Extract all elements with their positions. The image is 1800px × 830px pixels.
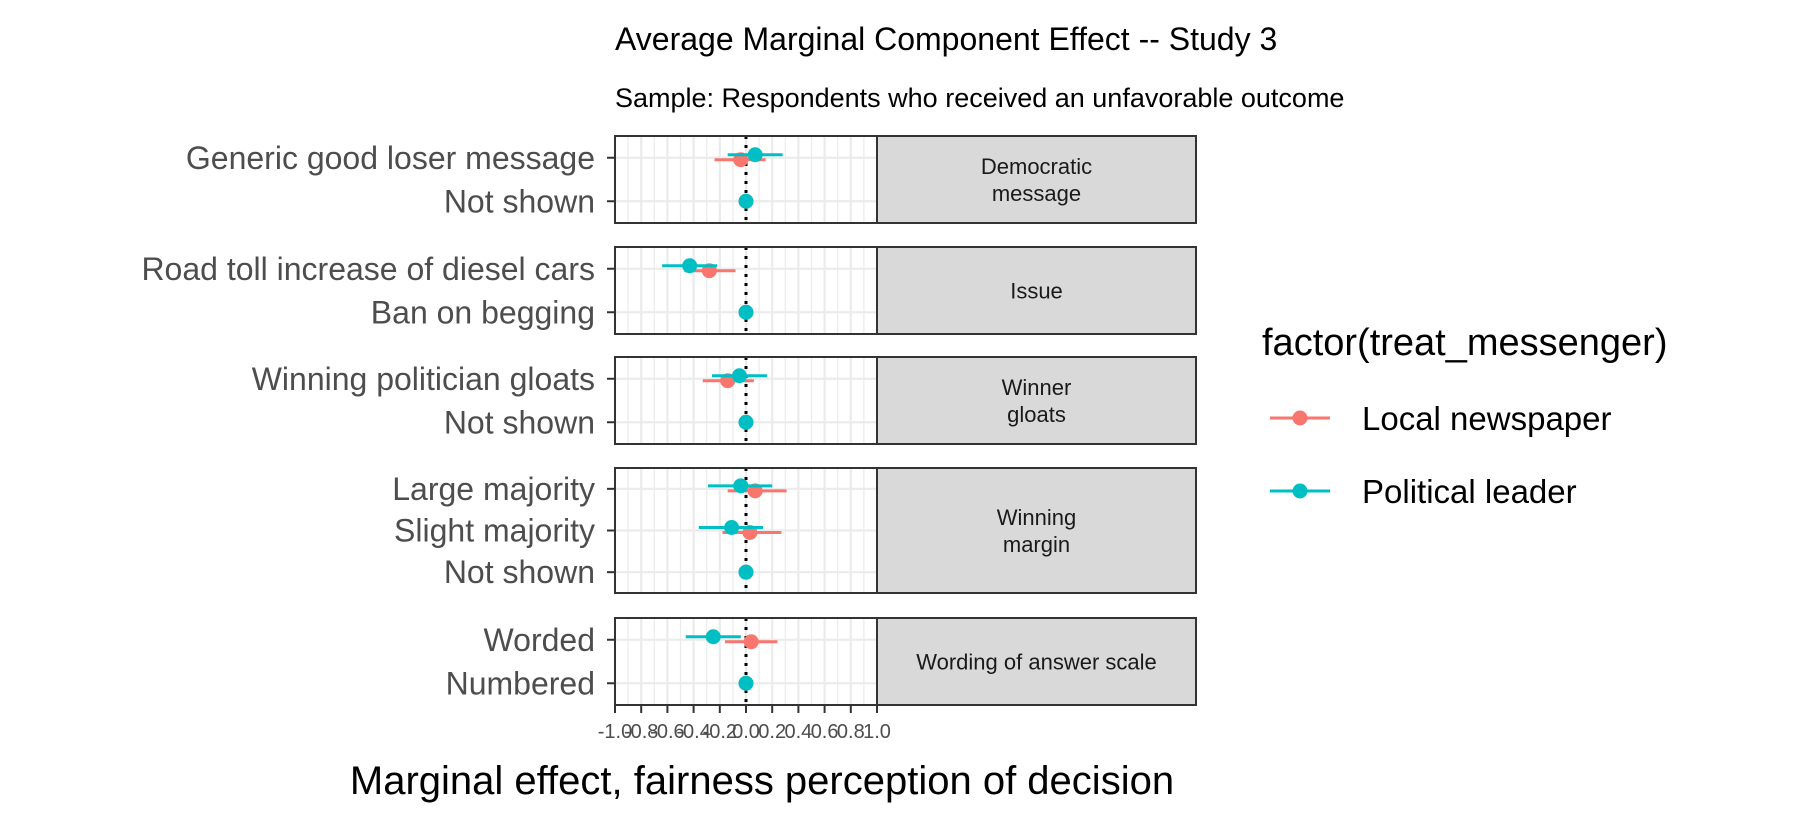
- facet-strip: [876, 246, 1197, 335]
- facet-strip-label: message: [992, 181, 1081, 206]
- y-tick-label: Not shown: [444, 404, 595, 440]
- data-point: [731, 368, 747, 384]
- chart-title: Average Marginal Component Effect -- Stu…: [615, 21, 1277, 57]
- x-tick-label: -0.8: [624, 721, 658, 743]
- y-tick-label: Numbered: [446, 665, 595, 701]
- legend-entry-label: Political leader: [1362, 473, 1577, 510]
- x-tick-label: -1.0: [598, 721, 632, 743]
- legend-key-point: [1292, 410, 1308, 426]
- data-point: [738, 564, 754, 580]
- data-point: [682, 258, 698, 274]
- x-tick-label: 0.4: [784, 721, 812, 743]
- facet-strip-label: Winning: [997, 505, 1076, 530]
- x-axis: -1.0-0.8-0.6-0.4-0.20.00.20.40.60.81.0: [598, 705, 891, 743]
- data-point: [738, 193, 754, 209]
- y-tick-label: Ban on begging: [371, 294, 595, 330]
- data-point: [705, 629, 721, 645]
- legend-title: factor(treat_messenger): [1262, 322, 1668, 364]
- x-tick-label: 0.8: [837, 721, 865, 743]
- x-tick-label: 1.0: [863, 721, 891, 743]
- facet-strip: [876, 356, 1197, 445]
- y-tick-label: Slight majority: [394, 513, 595, 549]
- legend-entry-label: Local newspaper: [1362, 400, 1612, 437]
- data-point: [738, 675, 754, 691]
- data-point: [724, 520, 740, 535]
- y-tick-label: Large majority: [392, 471, 595, 507]
- x-tick-label: 0.2: [758, 721, 786, 743]
- facet-strip: [876, 617, 1197, 706]
- y-tick-label: Not shown: [444, 183, 595, 219]
- data-point: [733, 478, 749, 494]
- facet-strip-label: gloats: [1007, 402, 1066, 427]
- legend-key-point: [1292, 483, 1308, 499]
- y-tick-label: Winning politician gloats: [252, 361, 595, 397]
- x-tick-label: -0.6: [650, 721, 684, 743]
- facet-strip-label: Issue: [1010, 279, 1063, 304]
- data-point: [738, 304, 754, 320]
- facet-strip: [876, 135, 1197, 224]
- data-point: [747, 147, 763, 163]
- y-tick-label: Generic good loser message: [186, 140, 595, 176]
- x-tick-label: 0.6: [811, 721, 839, 743]
- facet-strip-label: margin: [1003, 532, 1070, 557]
- facet-panel: Issue Road toll increase of diesel cars Ba…: [141, 246, 1197, 335]
- y-tick-label: Worded: [484, 622, 595, 658]
- facet-strip-label: Wording of answer scale: [916, 650, 1157, 675]
- x-tick-label: -0.4: [676, 721, 710, 743]
- facet-strip: [876, 467, 1197, 594]
- chart-subtitle: Sample: Respondents who received an unfa…: [615, 83, 1344, 113]
- data-point: [743, 634, 759, 650]
- x-tick-label: -0.2: [703, 721, 737, 743]
- facet-strip-label: Winner: [1002, 375, 1072, 400]
- legend: factor(treat_messenger) Local newspaper P…: [1262, 322, 1668, 510]
- data-point: [738, 414, 754, 430]
- facet-panel: Wording of answer scale Worded Numbered: [446, 617, 1197, 706]
- y-tick-label: Road toll increase of diesel cars: [141, 251, 595, 287]
- x-tick-label: 0.0: [732, 721, 760, 743]
- y-tick-label: Not shown: [444, 554, 595, 590]
- facet-strip-label: Democratic: [981, 154, 1092, 179]
- x-axis-title: Marginal effect, fairness perception of …: [350, 759, 1174, 803]
